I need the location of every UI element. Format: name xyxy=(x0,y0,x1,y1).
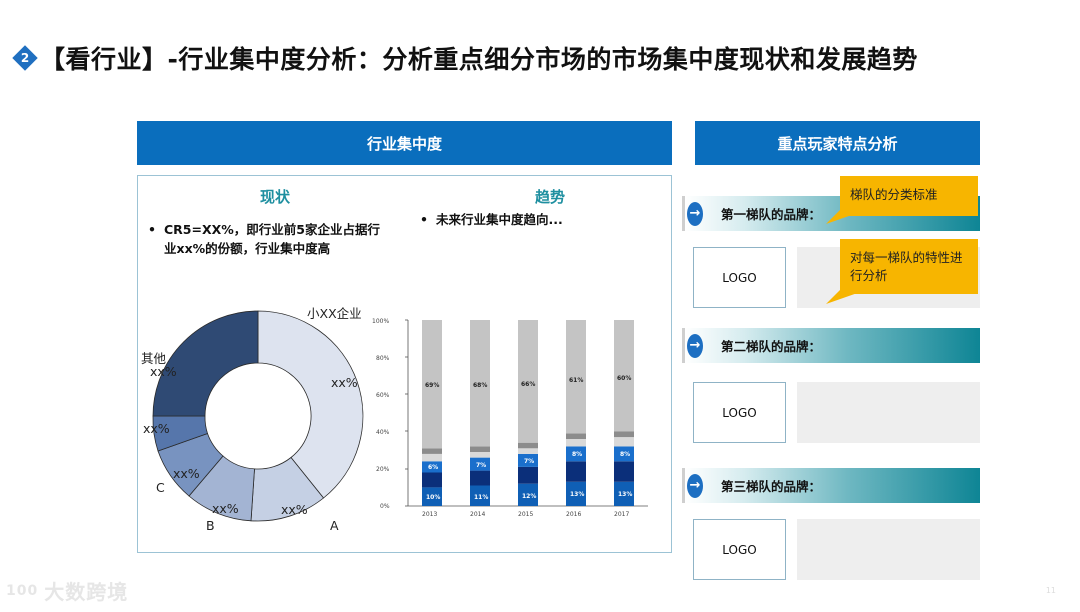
page-number: 11 xyxy=(1045,586,1056,595)
donut-label-c: C xyxy=(156,480,165,495)
donut-label-b: B xyxy=(206,518,215,533)
tier-3-bar: → 第三梯队的品牌： xyxy=(682,468,980,503)
arrow-right-circle-icon: → xyxy=(687,201,703,226)
svg-text:7%: 7% xyxy=(524,458,534,465)
status-bullet: • CR5=XX%，即行业前5家企业占据行 业xx%的份额，行业集中度高 xyxy=(148,222,380,256)
brand-mark-icon: 100 xyxy=(6,582,39,599)
donut-value-a: xx% xyxy=(281,502,308,517)
svg-text:40%: 40% xyxy=(376,429,390,436)
callout-tier-analysis: 对每一梯队的特性进行分析 xyxy=(840,239,978,294)
svg-text:8%: 8% xyxy=(572,451,582,458)
svg-text:10%: 10% xyxy=(426,494,440,501)
svg-text:80%: 80% xyxy=(376,355,390,362)
svg-text:8%: 8% xyxy=(620,451,630,458)
donut-label-other: 其他 xyxy=(141,351,167,366)
brand-name: 大数跨境 xyxy=(44,580,129,604)
svg-text:100%: 100% xyxy=(372,318,389,325)
svg-text:13%: 13% xyxy=(618,491,632,498)
arrow-right-circle-icon: → xyxy=(687,473,703,498)
callout-pointer xyxy=(826,210,866,224)
svg-text:2014: 2014 xyxy=(470,511,485,518)
svg-text:68%: 68% xyxy=(473,382,487,389)
watermark-logo: 100 大数跨境 xyxy=(6,576,128,605)
callout-tier-criteria: 梯队的分类标准 xyxy=(840,176,978,216)
svg-text:69%: 69% xyxy=(425,382,439,389)
market-share-donut-chart xyxy=(152,310,364,522)
svg-text:6%: 6% xyxy=(428,464,438,471)
tier-1-label: 第一梯队的品牌： xyxy=(721,207,822,222)
key-players-header: 重点玩家特点分析 xyxy=(695,121,980,165)
tier-3-description xyxy=(797,519,980,580)
donut-value-b: xx% xyxy=(212,501,239,516)
donut-value-small-enterprises: xx% xyxy=(331,375,358,390)
tier-3-label: 第三梯队的品牌： xyxy=(721,479,822,494)
svg-text:2015: 2015 xyxy=(518,511,533,518)
trend-bullet: • 未来行业集中度趋向... xyxy=(420,212,563,227)
svg-text:61%: 61% xyxy=(569,377,583,384)
svg-text:7%: 7% xyxy=(476,462,486,469)
concentration-trend-bar-chart: 100% 80% 60% 40% 20% 0% 10% 6% 69% 11% 7… xyxy=(372,318,648,518)
svg-text:66%: 66% xyxy=(521,381,535,388)
callout-pointer xyxy=(826,290,866,304)
status-heading: 现状 xyxy=(259,188,290,206)
arrow-right-circle-icon: → xyxy=(687,333,703,358)
svg-text:2016: 2016 xyxy=(566,511,581,518)
svg-text:2013: 2013 xyxy=(422,511,437,518)
tier-2-logo: LOGO xyxy=(693,382,786,443)
svg-text:60%: 60% xyxy=(376,392,390,399)
tier-2-bar: → 第二梯队的品牌： xyxy=(682,328,980,363)
svg-text:11%: 11% xyxy=(474,494,488,501)
svg-text:60%: 60% xyxy=(617,375,631,382)
svg-text:0%: 0% xyxy=(380,503,390,510)
trend-heading: 趋势 xyxy=(534,188,565,206)
donut-value-other: xx% xyxy=(150,364,177,379)
svg-text:20%: 20% xyxy=(376,466,390,473)
svg-text:2017: 2017 xyxy=(614,511,629,518)
donut-value-d: xx% xyxy=(143,421,170,436)
svg-text:13%: 13% xyxy=(570,491,584,498)
tier-2-label: 第二梯队的品牌： xyxy=(721,339,822,354)
page-title: 2 【看行业】-行业集中度分析：分析重点细分市场的市场集中度现状和发展趋势 xyxy=(12,38,918,78)
tier-3-logo: LOGO xyxy=(693,519,786,580)
donut-label-a: A xyxy=(330,518,339,533)
svg-text:12%: 12% xyxy=(522,493,536,500)
tier-1-logo: LOGO xyxy=(693,247,786,308)
industry-concentration-header: 行业集中度 xyxy=(137,121,672,165)
numbered-diamond-icon: 2 xyxy=(12,45,38,71)
donut-value-c: xx% xyxy=(173,466,200,481)
donut-label-small-enterprises: 小XX企业 xyxy=(307,306,362,321)
page-title-text: 【看行业】-行业集中度分析：分析重点细分市场的市场集中度现状和发展趋势 xyxy=(40,45,918,74)
tier-2-description xyxy=(797,382,980,443)
